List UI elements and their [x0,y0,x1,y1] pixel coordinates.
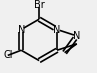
Text: Cl: Cl [3,50,13,60]
Text: N: N [53,25,61,35]
Text: N: N [18,25,25,35]
Text: Br: Br [34,0,45,10]
Text: N: N [73,31,80,41]
